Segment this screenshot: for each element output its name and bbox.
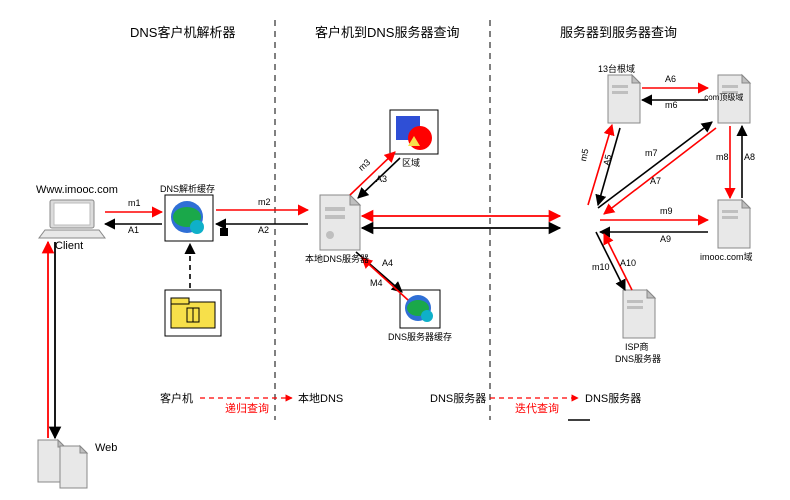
bottom-dnsserver: DNS服务器 (430, 390, 486, 406)
header-col1: DNS客户机解析器 (130, 22, 235, 41)
edge-m7: m7 (645, 148, 658, 158)
client-laptop-icon (39, 200, 105, 238)
bottom-recursive: 递归查询 (225, 400, 269, 416)
edge-M4: M4 (370, 278, 383, 288)
dns-server-cache-icon (400, 290, 440, 328)
bottom-iterative: 迭代查询 (515, 400, 559, 416)
edge-A8: A8 (744, 152, 755, 162)
edge-A10: A10 (620, 258, 636, 268)
root-label: 13台根域 (598, 62, 635, 75)
web-servers-icon (38, 440, 87, 488)
bottom-client: 客户机 (160, 390, 193, 406)
edge-A3: A3 (376, 174, 387, 184)
edge-m10: m10 (592, 262, 610, 272)
header-col3: 服务器到服务器查询 (560, 22, 677, 41)
imooc-server-icon (718, 200, 750, 248)
zone-label: 区域 (402, 156, 420, 169)
edge-A6: A6 (665, 74, 676, 84)
edge-A2: A2 (258, 225, 269, 235)
zone-icon (390, 110, 438, 154)
isp-label2: DNS服务器 (615, 352, 661, 365)
edge-A9: A9 (660, 234, 671, 244)
bottom-dnsserver2: DNS服务器 (585, 390, 641, 406)
dns-server-cache-label: DNS服务器缓存 (388, 330, 452, 343)
client-url-label: Www.imooc.com (36, 184, 118, 196)
edge-m6: m6 (665, 100, 678, 110)
header-col2: 客户机到DNS服务器查询 (315, 22, 459, 41)
edge-A7: A7 (650, 176, 661, 186)
dns-cache-label: DNS解析缓存 (160, 182, 215, 195)
folder-icon (165, 290, 221, 336)
imooc-label: imooc.com域 (700, 250, 753, 263)
edge-m9: m9 (660, 206, 673, 216)
edge-m2: m2 (258, 197, 271, 207)
edge-A1: A1 (128, 225, 139, 235)
edge-m8: m8 (716, 152, 729, 162)
local-dns-server-icon (320, 195, 360, 250)
com-label: .com顶级域 (702, 92, 743, 103)
web-label: Web (95, 442, 117, 454)
root-server-icon (608, 75, 640, 123)
client-label: Client (55, 240, 83, 252)
isp-server-icon (623, 290, 655, 338)
edge-m1: m1 (128, 198, 141, 208)
edge-A4: A4 (382, 258, 393, 268)
local-dns-label: 本地DNS服务器 (305, 252, 369, 265)
dns-cache-icon (165, 195, 213, 241)
bottom-localdns: 本地DNS (298, 390, 343, 406)
